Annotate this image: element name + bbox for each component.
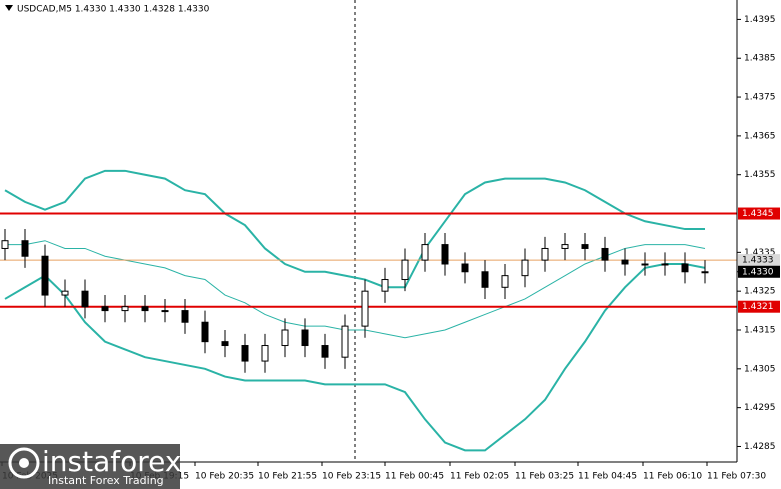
candle-body [401, 259, 409, 281]
y-tick-label: 1.4315 [744, 326, 776, 336]
candle-body [481, 271, 489, 288]
x-tick-label: 11 Feb 06:10 [643, 472, 702, 482]
candle-body [1, 240, 9, 249]
y-tick-label: 1.4385 [744, 54, 776, 64]
candle-body [21, 240, 29, 257]
y-tick-label: 1.4305 [744, 364, 776, 374]
level-box [738, 300, 780, 313]
candle-body [341, 325, 349, 358]
logo-tagline: Instant Forex Trading [48, 474, 164, 487]
candle-body [301, 329, 309, 347]
x-tick-label: 10 Feb 21:55 [258, 472, 317, 482]
candle-body [461, 263, 469, 273]
x-tick-label: 11 Feb 03:25 [515, 472, 574, 482]
menu-arrow [5, 5, 13, 11]
logo-icon-dot [19, 458, 29, 468]
x-tick-label: 11 Feb 02:05 [450, 472, 509, 482]
level-label: 1.4321 [742, 302, 774, 312]
candle-body [621, 259, 629, 265]
candle-body [121, 306, 129, 312]
candle-body [521, 259, 529, 277]
candle-body [561, 244, 569, 249]
candle-body [61, 290, 69, 296]
candle-body [381, 279, 389, 292]
candle-body [161, 310, 169, 313]
candle-body [701, 271, 709, 274]
band-middle [5, 240, 706, 339]
plot-area [0, 169, 737, 452]
candle-body [241, 345, 249, 362]
y-tick-label: 1.4355 [744, 170, 776, 180]
logo-name: instaforex [42, 445, 181, 478]
candle-body [141, 306, 149, 312]
level-box [738, 207, 780, 220]
candle-body [541, 247, 549, 261]
logo-icon [8, 447, 40, 479]
x-tick-label: 11 Feb 04:45 [578, 472, 637, 482]
level-label: 1.4345 [742, 209, 774, 219]
candle-body [261, 345, 269, 362]
candle-body [361, 290, 369, 327]
candle-body [221, 341, 229, 347]
y-tick-label: 1.4335 [744, 248, 776, 258]
candle-body [681, 263, 689, 273]
candle-body [101, 306, 109, 312]
candle-body [441, 244, 449, 265]
x-tick-label: 10 Feb 23:15 [322, 472, 381, 482]
x-tick-label: 10 Feb 20:35 [195, 472, 254, 482]
price-line-box [738, 254, 780, 267]
candle-body [421, 244, 429, 261]
candle-body [661, 263, 669, 266]
price-line-label: 1.4333 [742, 256, 774, 266]
candle-body [81, 290, 89, 308]
candle-body [641, 263, 649, 266]
y-tick-label: 1.4365 [744, 131, 776, 141]
band-lower [4, 263, 706, 452]
y-tick-label: 1.4325 [744, 287, 776, 297]
candle-body [321, 345, 329, 358]
candle-body [581, 244, 589, 249]
current-price-label: 1.4330 [742, 267, 774, 277]
x-tick-label: 11 Feb 07:30 [707, 472, 766, 482]
current-price-box [738, 265, 780, 278]
candle-body [501, 275, 509, 288]
candle-body [201, 321, 209, 343]
chart-title: USDCAD,M5 1.4330 1.4330 1.4328 1.4330 [17, 5, 210, 15]
y-tick-label: 1.4395 [744, 15, 776, 25]
y-tick-label: 1.4285 [744, 442, 776, 452]
y-tick-label: 1.4295 [744, 403, 776, 413]
candle-body [281, 329, 289, 347]
logo: instaforex Instant Forex Trading [0, 444, 181, 489]
candle-body [601, 247, 609, 261]
band-upper [4, 169, 705, 289]
candle-body [41, 255, 49, 296]
x-tick-label: 11 Feb 00:45 [385, 472, 444, 482]
candle-body [181, 310, 189, 323]
y-tick-label: 1.4375 [744, 93, 776, 103]
